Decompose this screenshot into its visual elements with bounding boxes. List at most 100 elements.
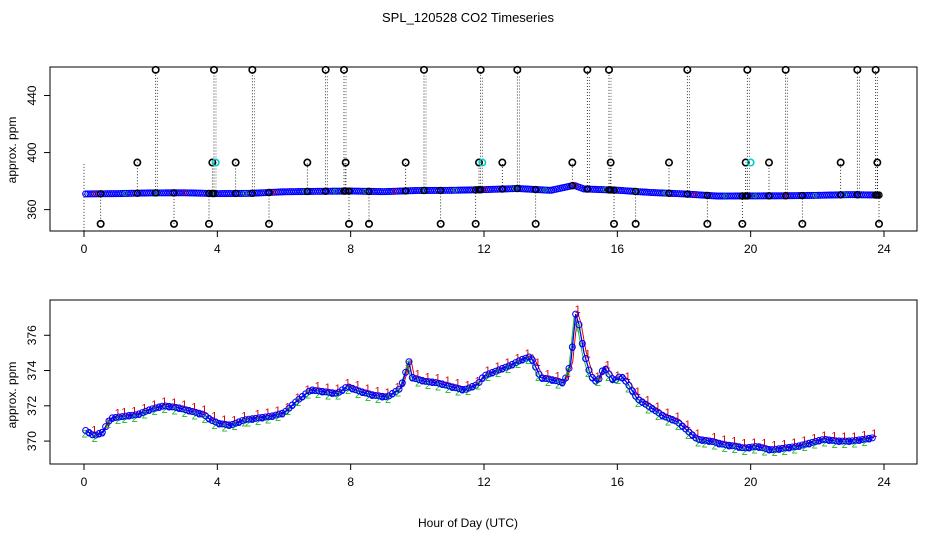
baseline-spike-point (345, 187, 353, 195)
marker-label-2: 2 (822, 438, 828, 450)
smoothed-point (512, 359, 520, 367)
marker-label-1: 1 (181, 399, 187, 411)
smoothed-point (112, 413, 120, 421)
smoothed-point (455, 385, 463, 393)
smoothed-point (812, 438, 820, 446)
spike-point (836, 158, 845, 167)
smoothed-point (742, 444, 750, 452)
marker-label-3: 3 (689, 430, 695, 442)
marker-label-2: 2 (265, 415, 271, 427)
marker-label-3: 3 (786, 442, 792, 454)
marker-label-2: 2 (862, 437, 868, 449)
marker-label-2: 2 (655, 411, 661, 423)
smoothed-point (138, 409, 146, 417)
marker-label-3: 3 (226, 420, 232, 432)
marker-label-2: 2 (812, 440, 818, 452)
marker-label-3: 3 (339, 385, 345, 397)
x-tick-label: 12 (477, 242, 491, 256)
x-tick-label: 24 (877, 242, 891, 256)
marker-label-3: 3 (846, 436, 852, 448)
marker-label-2: 2 (222, 422, 228, 434)
smoothed-point (832, 437, 840, 445)
baseline-spike-point (741, 192, 750, 200)
smoothed-point (865, 434, 873, 442)
marker-label-2: 2 (665, 416, 671, 428)
marker-label-2: 2 (132, 413, 138, 425)
smoothed-point (98, 428, 106, 436)
smoothed-point (845, 437, 853, 445)
smoothed-point (868, 434, 876, 442)
marker-label-1: 1 (201, 404, 207, 416)
marker-label-2: 2 (505, 364, 511, 376)
smoothed-point (332, 389, 340, 397)
smoothed-point (765, 445, 773, 453)
x-tick-label: 16 (611, 242, 625, 256)
smoothed-point (192, 408, 200, 416)
smoothed-point (172, 403, 180, 411)
marker-label-3: 3 (279, 408, 285, 420)
smoothed-point (692, 434, 700, 442)
smoothed-point (602, 365, 610, 373)
smoothed-point (522, 354, 530, 362)
smoothed-point (475, 378, 483, 386)
smoothed-point (318, 387, 326, 395)
marker-label-1: 1 (685, 419, 691, 431)
smoothed-point (135, 410, 143, 418)
smoothed-point (372, 391, 380, 399)
baseline-accent (722, 193, 728, 199)
smoothed-point (792, 443, 800, 451)
marker-label-1: 1 (475, 375, 481, 387)
baseline-spike-point (631, 187, 640, 196)
raw-panel-ylabel: approx. ppm (5, 117, 19, 184)
smoothed-point (658, 411, 666, 419)
marker-label-2: 2 (485, 372, 491, 384)
marker-label-1: 1 (741, 438, 747, 450)
smoothed-point (562, 374, 570, 382)
marker-label-1: 1 (365, 383, 371, 395)
smoothed-point (142, 407, 150, 415)
smoothed-point (755, 443, 763, 451)
smoothed-x-axis: 0 4 8 12 16 20 24 (81, 464, 891, 489)
smoothed-point (222, 420, 230, 428)
smoothed-point (495, 366, 503, 374)
marker-label-2: 2 (475, 380, 481, 392)
baseline-point (868, 191, 876, 199)
baseline-spike-point (475, 186, 483, 194)
marker-label-1: 1 (435, 373, 441, 385)
x-tick-label: 8 (347, 242, 354, 256)
smoothed-point (538, 374, 546, 382)
smoothed-point (92, 431, 100, 439)
smoothed-point (752, 443, 760, 451)
baseline-spike-point (683, 190, 692, 198)
smoothed-point (255, 414, 263, 422)
smoothed-panel-ylabel: approx. ppm (5, 362, 19, 429)
smoothed-point (358, 388, 366, 396)
marker-label-3: 3 (389, 389, 395, 401)
marker-label-2: 2 (415, 378, 421, 390)
smoothed-point (245, 415, 253, 423)
marker-label-1: 1 (675, 411, 681, 423)
marker-label-2: 2 (232, 421, 238, 433)
marker-label-1: 1 (355, 380, 361, 392)
spike-point (170, 219, 179, 228)
smoothed-point (315, 387, 323, 395)
smoothed-point (628, 387, 636, 395)
marker-label-2: 2 (842, 439, 848, 451)
y-tick-label: 372 (25, 395, 39, 415)
smoothed-point (498, 365, 506, 373)
x-tick-label: 0 (81, 242, 88, 256)
marker-label-2: 2 (192, 410, 198, 422)
marker-label-1: 1 (131, 405, 137, 417)
marker-label-3: 3 (289, 400, 295, 412)
marker-label-1: 1 (255, 408, 261, 420)
marker-label-3: 3 (746, 442, 752, 454)
baseline-spike-point (471, 186, 480, 194)
marker-label-2: 2 (425, 380, 431, 392)
smoothed-point (425, 378, 433, 386)
marker-label-1: 1 (545, 368, 551, 380)
marker-label-3: 3 (816, 436, 822, 448)
marker-label-2: 2 (585, 368, 591, 380)
y-tick-label: 370 (25, 431, 39, 451)
smoothed-point (122, 412, 130, 420)
baseline-spike-point (610, 186, 618, 194)
